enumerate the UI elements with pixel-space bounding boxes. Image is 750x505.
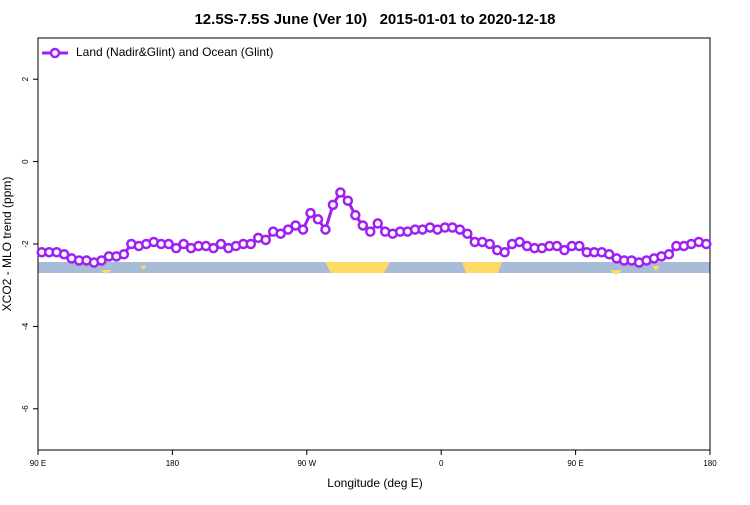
data-point — [342, 195, 354, 206]
data-point — [603, 249, 615, 260]
x-axis-label: Longitude (deg E) — [327, 476, 422, 490]
data-point — [260, 234, 271, 246]
data-point — [208, 242, 219, 254]
data-point — [574, 240, 585, 252]
y-tick-label: 0 — [21, 159, 30, 164]
chart-title: 12.5S-7.5S June (Ver 10) 2015-01-01 to 2… — [194, 11, 555, 28]
y-axis-label: XCO2 - MLO trend (ppm) — [0, 177, 14, 312]
data-point — [282, 224, 294, 235]
data-point — [357, 220, 369, 231]
data-point — [163, 238, 174, 250]
data-point — [462, 228, 473, 239]
x-tick-label: 90 E — [30, 459, 46, 468]
land-patch — [325, 262, 390, 273]
x-tick-label: 180 — [166, 459, 180, 468]
data-point — [365, 226, 376, 237]
y-tick-label: -6 — [21, 405, 30, 413]
data-point — [290, 220, 301, 231]
x-tick-label: 0 — [439, 459, 444, 468]
data-point — [350, 209, 361, 221]
data-point — [320, 224, 331, 235]
land-patch — [462, 262, 502, 273]
data-point — [215, 238, 227, 250]
data-point — [305, 207, 316, 219]
data-point — [335, 187, 346, 198]
x-tick-label: 90 W — [297, 459, 316, 468]
data-point — [559, 244, 570, 256]
legend-marker — [49, 47, 61, 59]
data-point — [372, 218, 383, 229]
data-point — [118, 249, 130, 260]
data-point — [170, 242, 182, 254]
data-point — [275, 228, 286, 239]
data-point — [327, 199, 339, 211]
y-tick-label: 2 — [21, 76, 30, 81]
data-point — [484, 238, 495, 250]
y-tick-label: -4 — [21, 322, 30, 330]
data-point — [663, 249, 675, 260]
data-point — [514, 236, 525, 248]
data-point — [454, 224, 466, 235]
land-ocean-strip — [38, 262, 710, 275]
data-point — [701, 238, 712, 250]
x-tick-label: 90 E — [567, 459, 583, 468]
data-point — [312, 214, 324, 225]
data-point — [58, 249, 70, 260]
legend-label: Land (Nadir&Glint) and Ocean (Glint) — [76, 45, 273, 59]
data-point — [178, 238, 189, 250]
data-point — [297, 224, 309, 235]
data-point — [245, 238, 257, 250]
x-tick-label: 180 — [703, 459, 717, 468]
data-point — [551, 240, 563, 252]
y-tick-label: -2 — [21, 240, 30, 248]
data-point — [499, 246, 510, 258]
data-point — [96, 255, 107, 266]
